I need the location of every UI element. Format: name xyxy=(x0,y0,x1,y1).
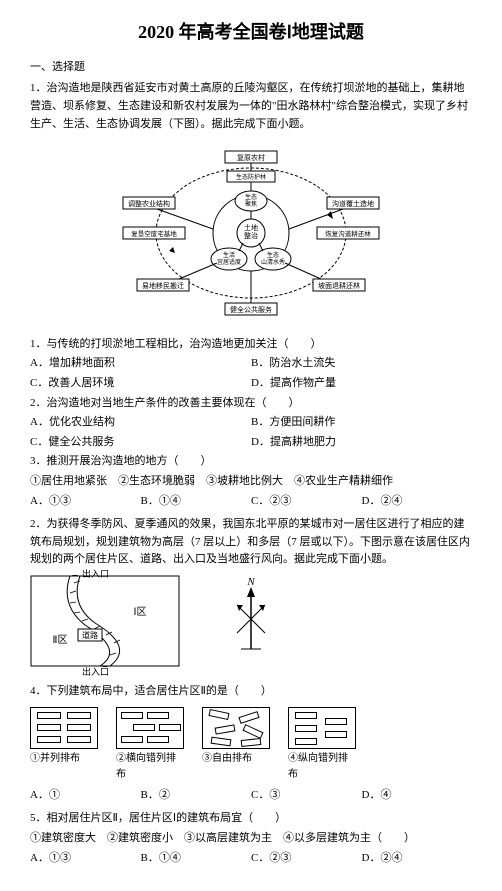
layout-2 xyxy=(116,707,184,749)
q5-optB: B．①④ xyxy=(141,850,252,868)
svg-text:Ⅱ区: Ⅱ区 xyxy=(53,634,68,646)
svg-text:Ⅰ区: Ⅰ区 xyxy=(134,606,147,618)
entry-bottom-label: 出入口 xyxy=(82,665,472,679)
q2-optB: B．方便田间耕作 xyxy=(251,414,472,432)
svg-text:山清水秀: 山清水秀 xyxy=(261,258,285,266)
q1-optD: D．提高作物产量 xyxy=(251,375,472,393)
svg-text:聚焦: 聚焦 xyxy=(245,200,257,208)
layout-label-1: ①并列排布 xyxy=(30,751,98,783)
entry-top-label: 出入口 xyxy=(82,567,109,581)
q1-stem: 1．与传统的打坝淤地工程相比，治沟造地更加关注（ ） xyxy=(30,336,472,354)
layout-3 xyxy=(202,707,270,749)
q4-optB: B．② xyxy=(141,787,252,805)
q3-optC: C．②③ xyxy=(251,493,362,511)
svg-text:复原农村: 复原农村 xyxy=(237,153,265,162)
compass-icon: N xyxy=(231,575,271,661)
q4-optA: A．① xyxy=(30,787,141,805)
q3-optA: A．①③ xyxy=(30,493,141,511)
passage-1: 1．治沟造地是陕西省延安市对黄土高原的丘陵沟壑区，在传统打坝淤地的基础上，集耕地… xyxy=(30,80,472,133)
q2-optC: C．健全公共服务 xyxy=(30,434,251,452)
svg-text:生态: 生态 xyxy=(245,193,257,201)
svg-text:土地: 土地 xyxy=(244,223,258,232)
q2-stem: 2．治沟造地对当地生产条件的改善主要体现在（ ） xyxy=(30,395,472,413)
layout-4 xyxy=(288,707,356,749)
layout-labels: ①并列排布 ②横向错列排布 ③自由排布 ④纵向错列排布 xyxy=(30,751,472,783)
svg-text:生活: 生活 xyxy=(223,251,235,259)
svg-text:道路: 道路 xyxy=(82,630,98,640)
diagram-1-container: 土地 整治 生态 聚焦 生活 宜居适度 生态 山清水秀 复原农村 生态防护林 调… xyxy=(30,141,472,328)
svg-text:整治: 整治 xyxy=(244,231,258,240)
svg-text:恢复沟道耕还林: 恢复沟道耕还林 xyxy=(325,229,371,238)
q3-optD: D．②④ xyxy=(362,493,473,511)
svg-text:N: N xyxy=(246,576,255,588)
q5-optC: C．②③ xyxy=(251,850,362,868)
svg-text:生态防护林: 生态防护林 xyxy=(236,173,266,181)
layout-label-2: ②横向错列排布 xyxy=(116,751,184,783)
layout-1 xyxy=(30,707,98,749)
q2-optD: D．提高耕地肥力 xyxy=(251,434,472,452)
section-header: 一、选择题 xyxy=(30,59,472,77)
passage-2: 2．为获得冬季防风、夏季通风的效果，我国东北平原的某城市对一居住区进行了相应的建… xyxy=(30,516,472,569)
q1-optC: C．改善人居环境 xyxy=(30,375,251,393)
q3-subs: ①居住用地紧张 ②生态环境脆弱 ③坡耕地比例大 ④农业生产精耕细作 xyxy=(30,473,472,491)
layout-label-4: ④纵向错列排布 xyxy=(288,751,356,783)
svg-text:坡面退耕还林: 坡面退耕还林 xyxy=(318,281,360,290)
q5-stem: 5．相对居住片区Ⅱ，居住片区Ⅰ的建筑布局宜（ ） xyxy=(30,810,472,828)
map-compass-row: 道路 Ⅰ区 Ⅱ区 出入口 N xyxy=(30,575,472,667)
q4-optC: C．③ xyxy=(251,787,362,805)
exam-title: 2020 年高考全国卷Ⅰ地理试题 xyxy=(30,18,472,47)
layout-diagram-row xyxy=(30,707,472,749)
svg-text:复垦空废宅基地: 复垦空废宅基地 xyxy=(131,229,177,238)
svg-text:宜居适度: 宜居适度 xyxy=(217,258,241,266)
q1-optB: B．防治水土流失 xyxy=(251,355,472,373)
layout-label-3: ③自由排布 xyxy=(202,751,270,783)
q3-optB: B．①④ xyxy=(141,493,252,511)
q4-optD: D．④ xyxy=(362,787,473,805)
q3-stem: 3．推测开展治沟造地的地方（ ） xyxy=(30,453,472,471)
q2-optA: A．优化农业结构 xyxy=(30,414,251,432)
svg-text:易地移民搬迁: 易地移民搬迁 xyxy=(142,281,184,290)
q5-optD: D．②④ xyxy=(362,850,473,868)
svg-text:生态: 生态 xyxy=(267,251,279,259)
svg-text:调整农业结构: 调整农业结构 xyxy=(128,199,170,208)
site-map: 道路 Ⅰ区 Ⅱ区 xyxy=(30,575,180,667)
q5-subs: ①建筑密度大 ②建筑密度小 ③以高层建筑为主 ④以多层建筑为主（ ） xyxy=(30,830,472,848)
svg-text:健全公共服务: 健全公共服务 xyxy=(230,305,272,314)
q4-stem: 4．下列建筑布局中，适合居住片区Ⅱ的是（ ） xyxy=(30,683,472,701)
concept-diagram: 土地 整治 生态 聚焦 生活 宜居适度 生态 山清水秀 复原农村 生态防护林 调… xyxy=(121,141,381,321)
q1-optA: A．增加耕地面积 xyxy=(30,355,251,373)
svg-text:沟道覆土造地: 沟道覆土造地 xyxy=(332,199,374,208)
q5-optA: A．①③ xyxy=(30,850,141,868)
